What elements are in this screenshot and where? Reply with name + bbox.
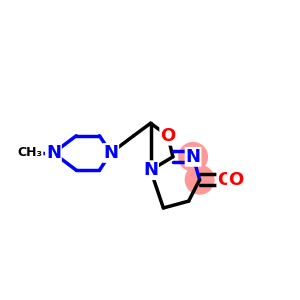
Circle shape xyxy=(185,166,214,194)
Text: N: N xyxy=(46,144,61,162)
Text: O: O xyxy=(160,127,176,145)
Text: CH₃: CH₃ xyxy=(18,146,43,160)
Text: O: O xyxy=(217,171,232,189)
Text: O: O xyxy=(228,171,243,189)
Text: N: N xyxy=(103,144,118,162)
Circle shape xyxy=(179,142,207,171)
Text: N: N xyxy=(143,161,158,179)
Text: N: N xyxy=(186,148,201,166)
